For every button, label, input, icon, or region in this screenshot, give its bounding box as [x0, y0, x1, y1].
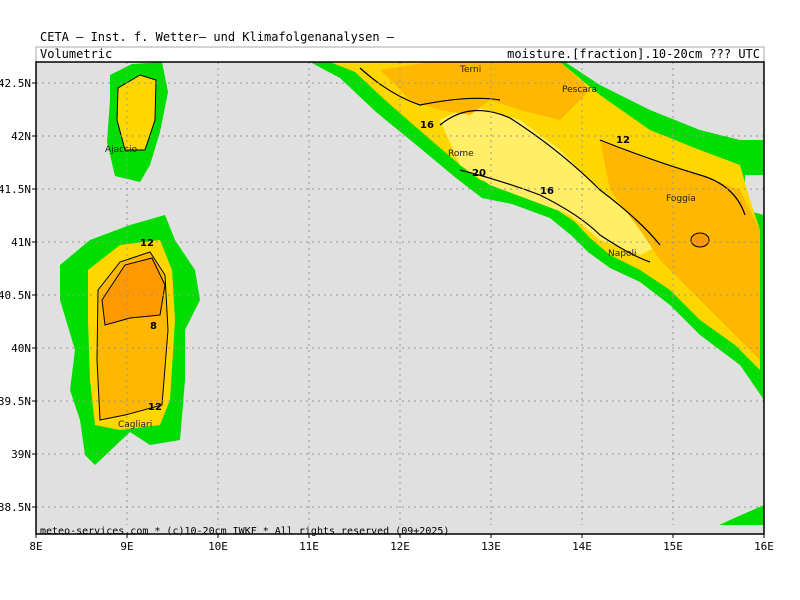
lon-tick-label: 8E — [29, 540, 42, 553]
lat-tick-label: 42.5N — [0, 77, 31, 90]
subheader-left: Volumetric — [40, 47, 112, 61]
lat-tick-label: 42N — [11, 130, 31, 143]
title: CETA — Inst. f. Wetter— und Klimafolgena… — [40, 30, 395, 44]
city-label: Foggia — [666, 194, 696, 204]
field-wet — [440, 105, 660, 255]
contour — [359, 67, 501, 106]
lat-tick-label: 39.5N — [0, 395, 31, 408]
axes: 8E 9E 10E 11E 12E 13E 14E 15E 16E 42.5N 42N 41.5N 41… — [0, 77, 774, 553]
lon-tick-label: 16E — [754, 540, 774, 553]
lon-tick-label: 10E — [208, 540, 228, 553]
grid — [36, 62, 764, 534]
contour — [439, 109, 661, 246]
lon-tick-label: 15E — [663, 540, 683, 553]
lat-tick-label: 40.5N — [0, 289, 31, 302]
lat-tick-label: 38.5N — [0, 501, 31, 514]
contour — [599, 139, 746, 216]
footer-band — [36, 525, 764, 534]
lon-tick-label: 11E — [299, 540, 319, 553]
lon-tick-label: 13E — [481, 540, 501, 553]
field-dry-north — [380, 62, 590, 120]
field-mainland — [330, 62, 760, 370]
lat-tick-label: 41.5N — [0, 183, 31, 196]
city-label: Cagliari — [118, 420, 152, 430]
field-dry — [600, 140, 760, 360]
city-label: Rome — [448, 149, 474, 159]
lon-tick-label: 9E — [120, 540, 133, 553]
city-label: Pescara — [562, 85, 597, 95]
contour-label: 12 — [148, 402, 162, 413]
lon-tick-label: 12E — [390, 540, 410, 553]
contour-label: 16 — [420, 120, 434, 131]
contour-label: 12 — [616, 135, 630, 146]
city-label: Napoli — [608, 249, 636, 259]
city-label: Ajaccio — [105, 145, 138, 155]
contour-label: 8 — [150, 321, 157, 332]
field-driest — [690, 232, 710, 248]
footer: meteo-services.com * (c)10-20cm IWKF * A… — [40, 526, 449, 537]
lon-tick-label: 14E — [572, 540, 592, 553]
field-sardinia-driest — [101, 257, 166, 326]
contour-label: 12 — [140, 238, 154, 249]
lat-tick-label: 40N — [11, 342, 31, 355]
lat-tick-label: 41N — [11, 236, 31, 249]
contour-label: 20 — [472, 168, 486, 179]
contour-label: 16 — [540, 186, 554, 197]
map: 16 20 16 12 12 8 12 Terni Pescara Rome F… — [35, 61, 765, 537]
contour — [459, 169, 651, 263]
subheader-right: moisture.[fraction].10-20cm ??? UTC — [507, 47, 760, 61]
lat-tick-label: 39N — [11, 448, 31, 461]
city-label: Terni — [459, 65, 481, 75]
